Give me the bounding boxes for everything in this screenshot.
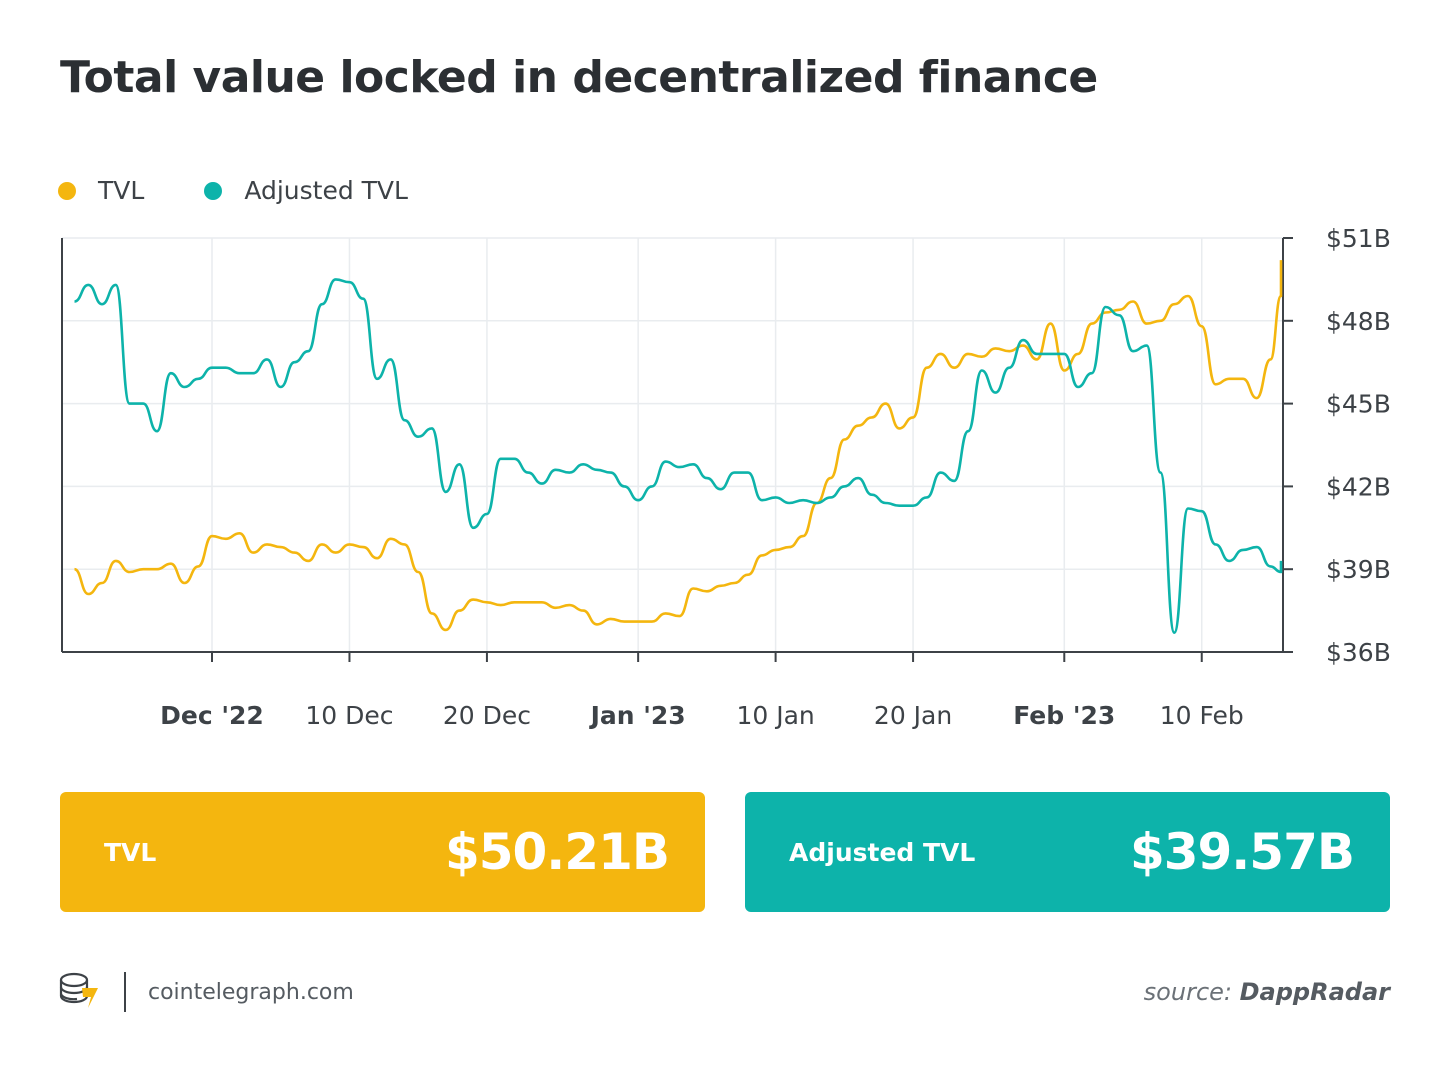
y-tick-label: $42B	[1326, 472, 1391, 501]
y-tick-label: $39B	[1326, 555, 1391, 584]
series-line-tvl	[73, 260, 1283, 632]
legend-item-adjusted-tvl: Adjusted TVL	[204, 176, 408, 205]
source-credit: source: DappRadar	[1144, 978, 1390, 1006]
y-tick-label: $45B	[1326, 390, 1391, 419]
x-tick-label: Jan '23	[589, 701, 686, 730]
legend-dot-tvl-icon	[58, 181, 76, 200]
x-tick-label: 20 Jan	[874, 701, 952, 730]
adjusted-tvl-card-label: Adjusted TVL	[789, 837, 976, 867]
tvl-summary-card: TVL $50.21B	[60, 792, 705, 912]
tvl-card-label: TVL	[104, 837, 157, 867]
legend-label-tvl: TVL	[98, 176, 145, 205]
chart-legend: TVL Adjusted TVL	[58, 176, 468, 205]
series-line-adjusted-tvl	[74, 278, 1283, 634]
x-tick-label: 10 Jan	[736, 701, 814, 730]
y-tick-label: $48B	[1326, 307, 1391, 336]
y-tick-label: $36B	[1326, 638, 1391, 667]
tvl-line-chart: $36B $39B $42B $45B $48B $51B Dec '22 10 Dec 20 …	[61, 224, 1391, 730]
cointelegraph-logo-icon	[58, 970, 102, 1014]
legend-item-tvl: TVL	[58, 176, 144, 205]
tvl-card-value: $50.21B	[444, 823, 670, 881]
x-tick-label: Dec '22	[160, 701, 264, 730]
x-tick-label: 10 Feb	[1160, 701, 1244, 730]
source-name: DappRadar	[1239, 978, 1390, 1006]
x-tick-label: 20 Dec	[443, 701, 531, 730]
adjusted-tvl-card-value: $39.57B	[1129, 823, 1355, 881]
chart-title: Total value locked in decentralized fina…	[60, 52, 1098, 103]
x-tick-label: Feb '23	[1013, 701, 1115, 730]
legend-label-adjusted-tvl: Adjusted TVL	[244, 176, 408, 205]
legend-dot-adjusted-tvl-icon	[204, 181, 223, 200]
footer-divider	[124, 972, 126, 1012]
footer-brand-text: cointelegraph.com	[148, 979, 354, 1005]
y-tick-label: $51B	[1326, 224, 1391, 253]
adjusted-tvl-summary-card: Adjusted TVL $39.57B	[745, 792, 1390, 912]
x-tick-label: 10 Dec	[305, 701, 393, 730]
footer-brand: cointelegraph.com	[58, 970, 354, 1014]
source-prefix: source:	[1143, 978, 1232, 1006]
